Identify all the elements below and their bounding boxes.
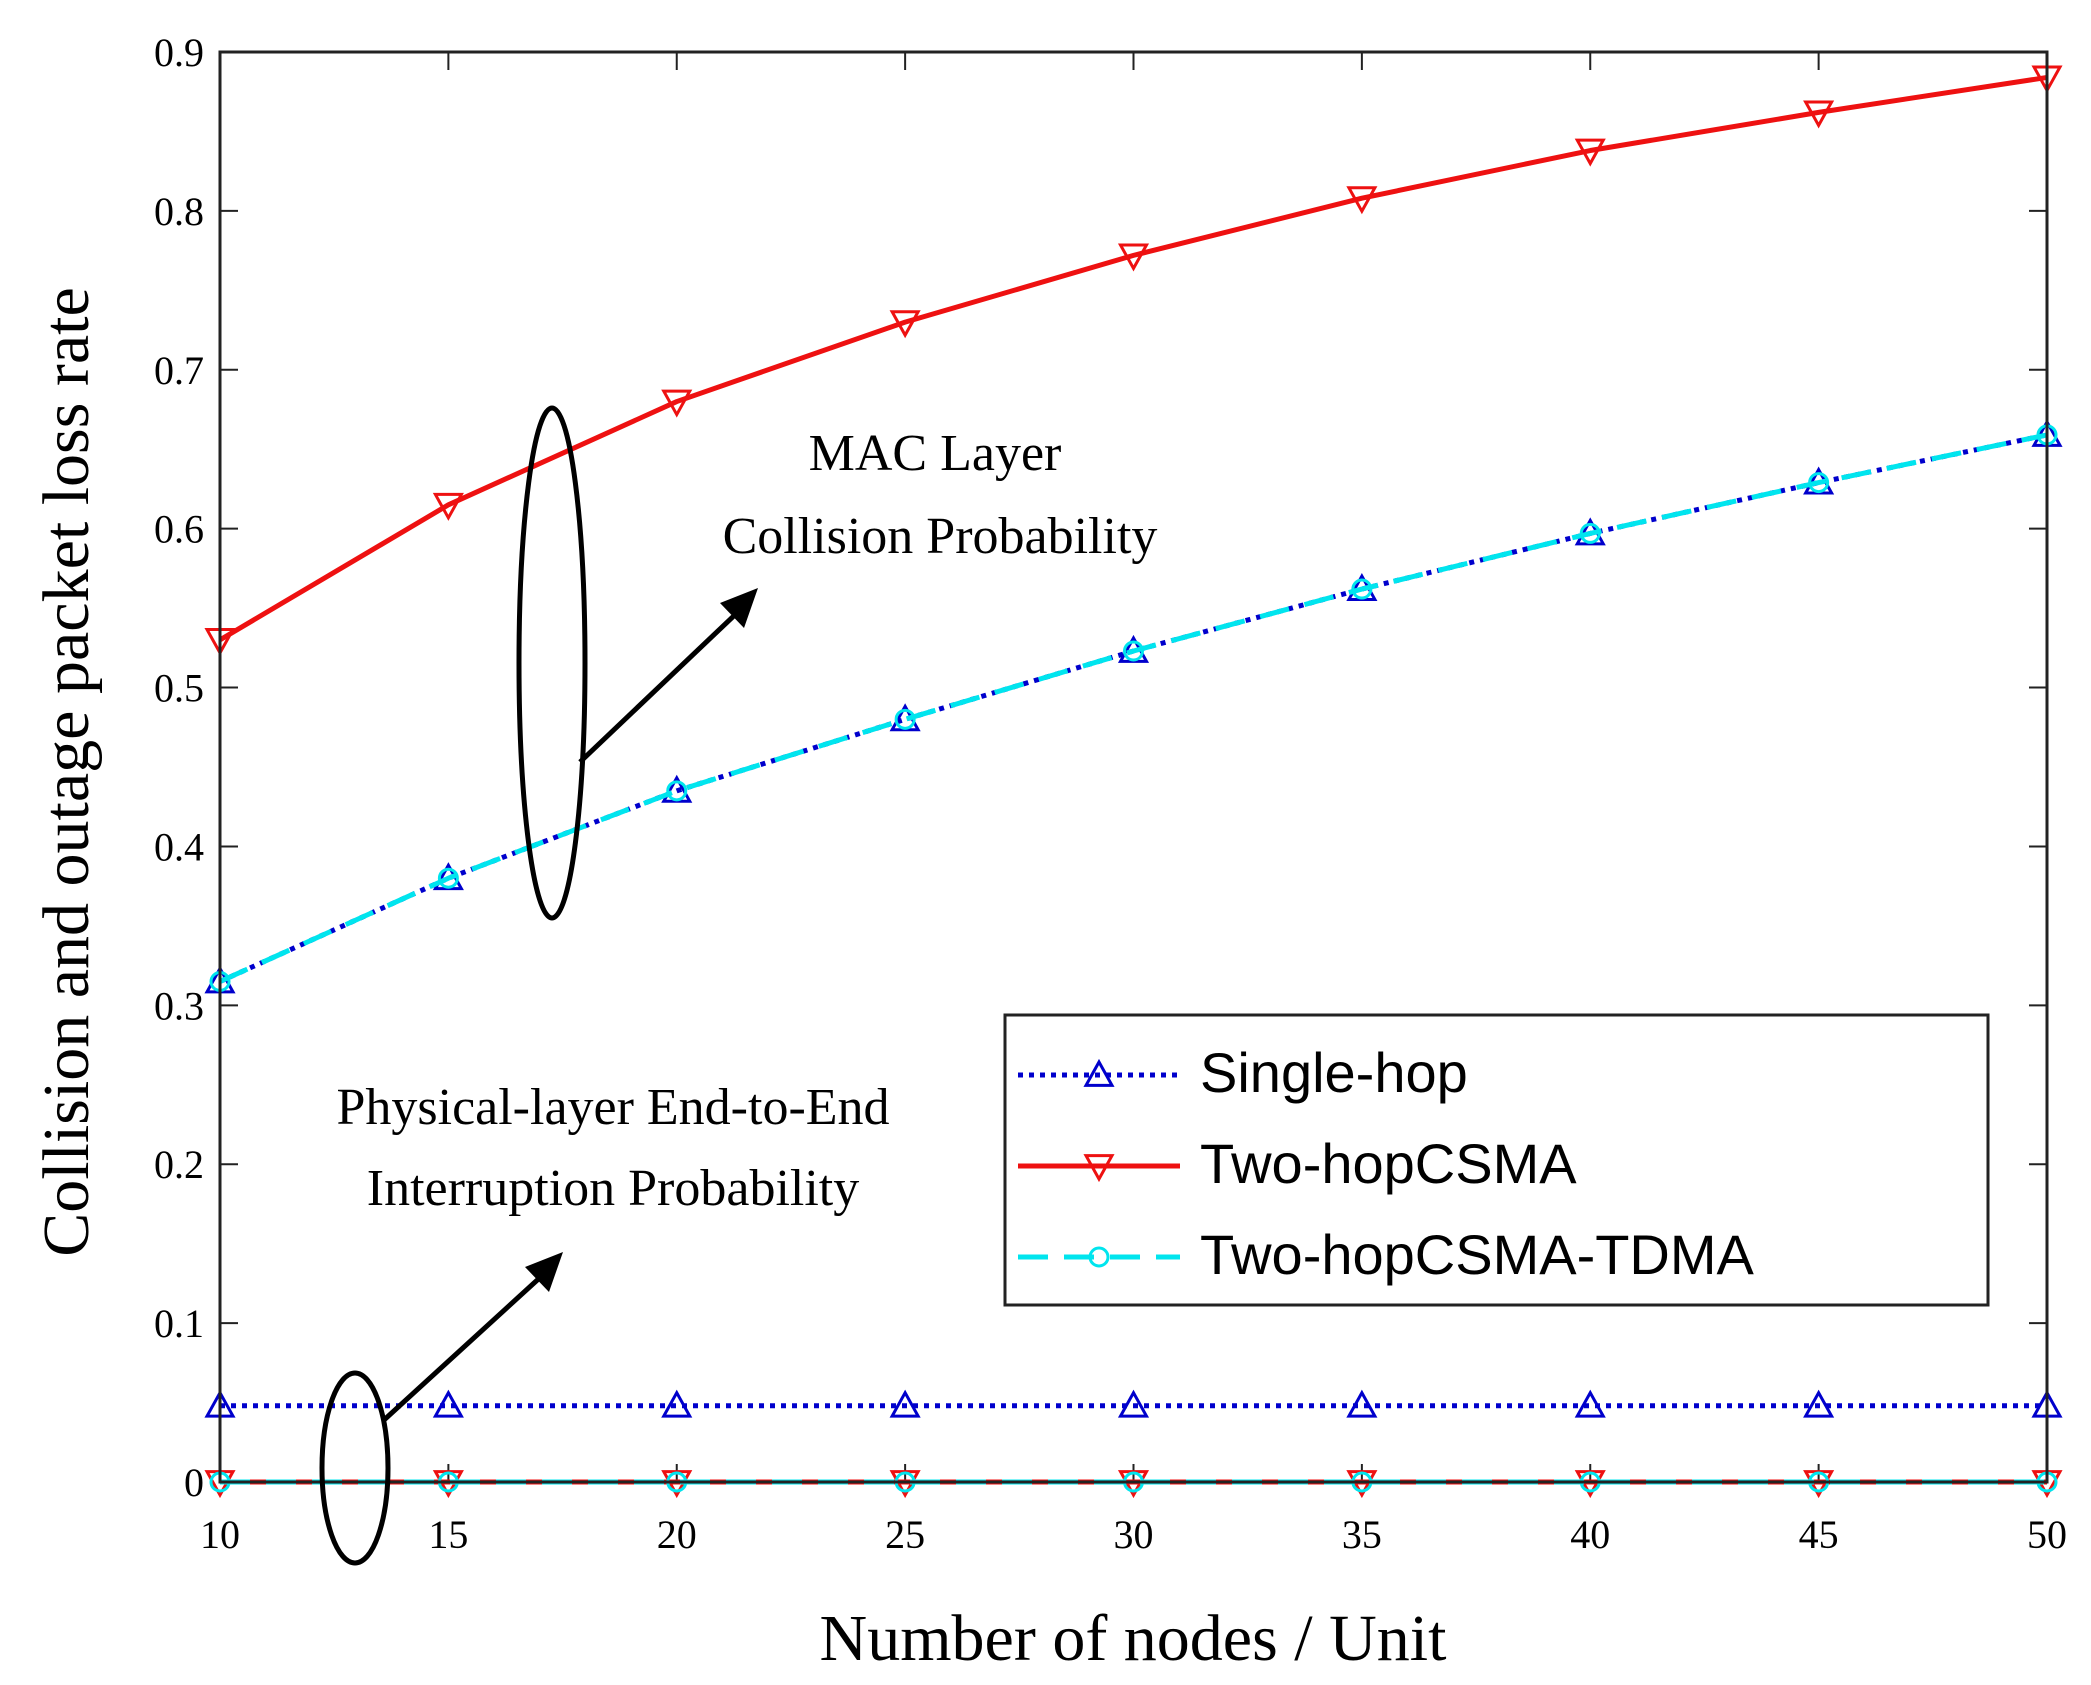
series-two-hopcsma-tdma-mac xyxy=(209,424,2058,992)
mac-annotation-arrowhead xyxy=(720,588,758,628)
legend-sample-marker xyxy=(1083,1154,1115,1183)
data-point xyxy=(1117,243,1150,272)
x-axis-label: Number of nodes / Unit xyxy=(820,1602,1447,1675)
y-tick-label: 0.6 xyxy=(154,507,204,552)
tick-labels: 10 15 20 25 30 35 40 45 50 0 0.1 0.2 0.3 0.4 0.5 0.6 0.7… xyxy=(154,30,2067,1557)
x-tick-label: 35 xyxy=(1342,1512,1382,1557)
y-axis-label: Collision and outage packet loss rate xyxy=(30,287,103,1257)
data-point xyxy=(661,389,693,418)
x-tick-label: 40 xyxy=(1570,1512,1610,1557)
legend-label-two-hop-csma-tdma: Two-hopCSMA-TDMA xyxy=(1200,1223,1755,1286)
mac-annotation-arrow-shaft xyxy=(578,608,742,764)
y-tick-label: 0.2 xyxy=(154,1142,204,1187)
data-point xyxy=(894,708,916,730)
data-point xyxy=(661,1389,693,1418)
data-point xyxy=(889,310,921,339)
data-point xyxy=(1579,522,1601,544)
legend-sample-marker xyxy=(1088,1246,1110,1268)
data-point xyxy=(1117,1389,1150,1418)
data-point xyxy=(1574,1389,1606,1418)
y-tick-label: 0.8 xyxy=(154,189,204,234)
legend: Single-hop Two-hopCSMA Two-hopCSMA-TDMA xyxy=(1003,1013,1990,1307)
data-point xyxy=(1808,472,1830,494)
x-tick-label: 25 xyxy=(885,1512,925,1557)
y-tick-label: 0.3 xyxy=(154,983,204,1028)
x-tick-label: 50 xyxy=(2027,1512,2067,1557)
data-point xyxy=(1123,640,1144,662)
data-point xyxy=(432,1389,464,1418)
y-tick-label: 0.7 xyxy=(154,348,204,393)
data-point xyxy=(1346,1389,1378,1418)
legend-label-single-hop: Single-hop xyxy=(1200,1041,1468,1104)
mac-annotation: MAC Layer Collision Probability xyxy=(516,405,1158,921)
x-tick-label: 45 xyxy=(1799,1512,1839,1557)
mac-annotation-line-1: MAC Layer xyxy=(809,425,1062,482)
data-point xyxy=(432,492,464,521)
legend-label-two-hop-csma: Two-hopCSMA xyxy=(1200,1132,1577,1195)
x-tick-label: 30 xyxy=(1114,1512,1154,1557)
data-point xyxy=(1803,100,1835,129)
plot-area-frame xyxy=(218,50,2049,1484)
y-tick-label: 0.5 xyxy=(154,666,204,711)
x-tick-label: 20 xyxy=(657,1512,697,1557)
y-tick-label: 0.4 xyxy=(154,824,204,869)
y-tick-label: 0 xyxy=(184,1460,204,1505)
legend-sample-marker xyxy=(1083,1058,1115,1087)
data-point xyxy=(889,1389,921,1418)
y-tick-label: 0.9 xyxy=(154,30,204,75)
data-point xyxy=(1803,1389,1835,1418)
phy-annotation-arrowhead xyxy=(525,1252,563,1292)
data-point xyxy=(1346,186,1378,215)
data-point xyxy=(1574,138,1606,167)
phy-annotation-line-2: Interruption Probability xyxy=(367,1160,859,1217)
x-tick-label: 15 xyxy=(428,1512,468,1557)
series-line xyxy=(218,74,2048,643)
series-line xyxy=(218,432,2048,984)
y-tick-label: 0.1 xyxy=(154,1301,204,1346)
data-point xyxy=(437,867,459,889)
phy-annotation-line-1: Physical-layer End-to-End xyxy=(336,1079,889,1136)
phy-annotation-arrow-shaft xyxy=(382,1271,547,1422)
phy-annotation: Physical-layer End-to-End Interruption P… xyxy=(319,1079,890,1566)
mac-annotation-ellipse xyxy=(516,405,588,921)
data-point xyxy=(666,780,688,802)
legend-samples xyxy=(1018,1058,1180,1268)
mac-annotation-line-2: Collision Probability xyxy=(723,508,1158,565)
x-tick-label: 10 xyxy=(200,1512,240,1557)
data-point xyxy=(1351,578,1373,600)
phy-annotation-ellipse xyxy=(319,1370,391,1566)
